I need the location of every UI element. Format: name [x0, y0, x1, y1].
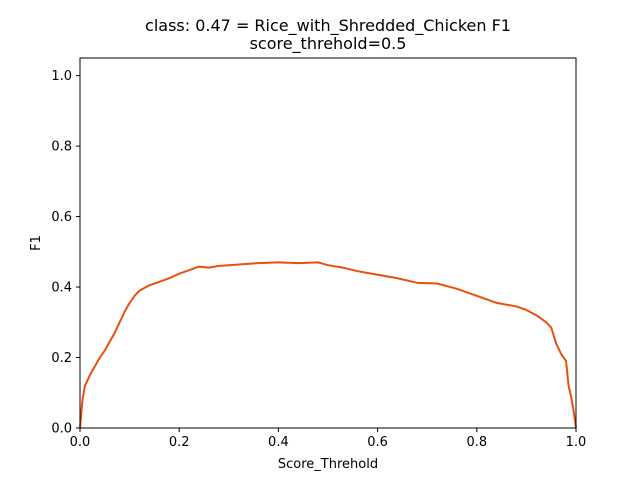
- f1-series-line: [79, 261, 577, 429]
- y-tick-label: 0.0: [51, 422, 72, 437]
- tick-layer: 0.0 0.2 0.4 0.6 0.8 1.0 0.0 0.2 0.4 0.6 0.8 1.0: [51, 69, 586, 450]
- x-tick-label: 0.6: [367, 435, 388, 450]
- x-tick-label: 0.4: [268, 435, 289, 450]
- plot-frame: [79, 57, 577, 429]
- y-tick-label: 1.0: [51, 69, 72, 84]
- x-tick-label: 0.0: [70, 435, 91, 450]
- x-tick-label: 0.8: [466, 435, 487, 450]
- series-layer: [79, 261, 577, 429]
- y-tick-label: 0.6: [51, 210, 72, 225]
- y-tick-label: 0.8: [51, 140, 72, 155]
- y-tick-label: 0.2: [51, 351, 72, 366]
- chart-subtitle: score_threhold=0.5: [250, 34, 407, 54]
- x-axis-label: Score_Threhold: [278, 457, 378, 472]
- x-tick-label: 1.0: [566, 435, 587, 450]
- chart-title: class: 0.47 = Rice_with_Shredded_Chicken…: [145, 16, 511, 36]
- y-axis-label: F1: [29, 235, 44, 251]
- y-tick-label: 0.4: [51, 281, 72, 296]
- x-tick-label: 0.2: [169, 435, 190, 450]
